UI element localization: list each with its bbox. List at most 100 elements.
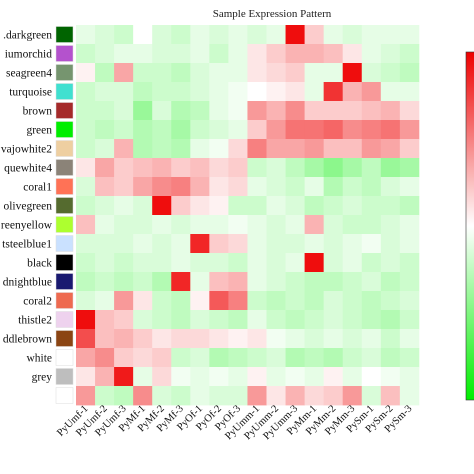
heatmap-cell [190,253,210,273]
heatmap-cell [285,158,305,178]
heatmap-cell [190,272,210,292]
heatmap-cell [285,44,305,64]
heatmap-cell [209,25,229,45]
heatmap-cell [152,367,172,387]
heatmap-cell [342,25,363,45]
heatmap-cell [342,386,363,406]
heatmap-cell [228,44,248,64]
heatmap-cell [152,348,172,368]
heatmap-cell [95,82,115,102]
heatmap-cell [266,101,286,121]
heatmap-cell [228,215,248,235]
heatmap-cell [323,253,344,273]
heatmap-cell [323,158,344,178]
heatmap-cell [190,348,210,368]
heatmap-cell [285,63,305,83]
module-color-swatch [55,102,74,119]
heatmap-cell [247,310,267,330]
module-color-swatch [55,254,74,271]
color-scale-legend [465,51,474,401]
row-label: green [26,125,52,137]
heatmap-cell [171,234,191,254]
heatmap-cell [76,101,96,121]
heatmap-cell [285,272,305,292]
heatmap-cell [361,177,382,197]
heatmap-cell [266,139,286,159]
heatmap-cell [171,82,191,102]
heatmap-cell [190,177,210,197]
heatmap-cell [285,348,305,368]
heatmap-cell [114,310,134,330]
heatmap-cell [247,272,267,292]
heatmap-cell [114,158,134,178]
heatmap-cell [342,253,363,273]
heatmap-cell [152,139,172,159]
module-color-bar [55,26,74,404]
heatmap-cell [152,177,172,197]
heatmap-cell [361,63,382,83]
heatmap-cell [95,101,115,121]
column-labels: PyUmf-1PyUmf-2PyUmf-3PyMf-1PyMf-2PyMf-3P… [55,403,414,442]
heatmap-cell [399,139,420,159]
heatmap-cell [342,196,363,216]
heatmap-cell [266,272,286,292]
heatmap-cell [380,101,401,121]
heatmap-cell [133,253,153,273]
heatmap-cell [76,177,96,197]
heatmap-cell [95,177,115,197]
heatmap-cell [247,386,267,406]
heatmap-cell [361,386,382,406]
heatmap-cell [304,348,325,368]
module-color-swatch [55,216,74,233]
heatmap-cell [76,272,96,292]
heatmap-cell [266,63,286,83]
heatmap-cell [209,177,229,197]
heatmap-cell [114,253,134,273]
heatmap-cell [285,234,305,254]
heatmap-cell [209,348,229,368]
heatmap-cell [342,272,363,292]
heatmap-cell [76,310,96,330]
heatmap-cell [228,348,248,368]
heatmap-cell [190,310,210,330]
heatmap-cell [399,158,420,178]
heatmap-cell [380,386,401,406]
heatmap-cell [266,82,286,102]
heatmap-cell [323,25,344,45]
heatmap-cell [95,310,115,330]
heatmap-cell [361,234,382,254]
row-label: black [27,258,52,270]
heatmap-cell [323,196,344,216]
heatmap-cell [95,291,115,311]
heatmap-cell [342,215,363,235]
heatmap-cell [342,234,363,254]
heatmap-cell [399,120,420,140]
heatmap-cell [361,253,382,273]
heatmap-cell [209,253,229,273]
heatmap-cell [95,215,115,235]
heatmap-cell [304,196,325,216]
heatmap-cell [304,386,325,406]
row-label: reenyellow [1,220,53,232]
heatmap-cell [361,158,382,178]
heatmap-cell [380,291,401,311]
heatmap-cell [209,101,229,121]
heatmap-cell [228,101,248,121]
heatmap-cell [152,253,172,273]
heatmap-cell [209,329,229,349]
heatmap-cell [399,63,420,83]
heatmap-cell [190,120,210,140]
heatmap-cell [228,291,248,311]
row-label: ddlebrown [3,334,52,346]
heatmap-cell [171,44,191,64]
heatmap-cell [76,215,96,235]
heatmap-cell [133,63,153,83]
heatmap-cell [228,82,248,102]
heatmap-cell [209,234,229,254]
heatmap-cell [133,101,153,121]
module-color-swatch [55,387,74,404]
heatmap-cell [323,329,344,349]
heatmap-cell [76,367,96,387]
heatmap-cell [285,25,305,45]
heatmap-cell [114,215,134,235]
